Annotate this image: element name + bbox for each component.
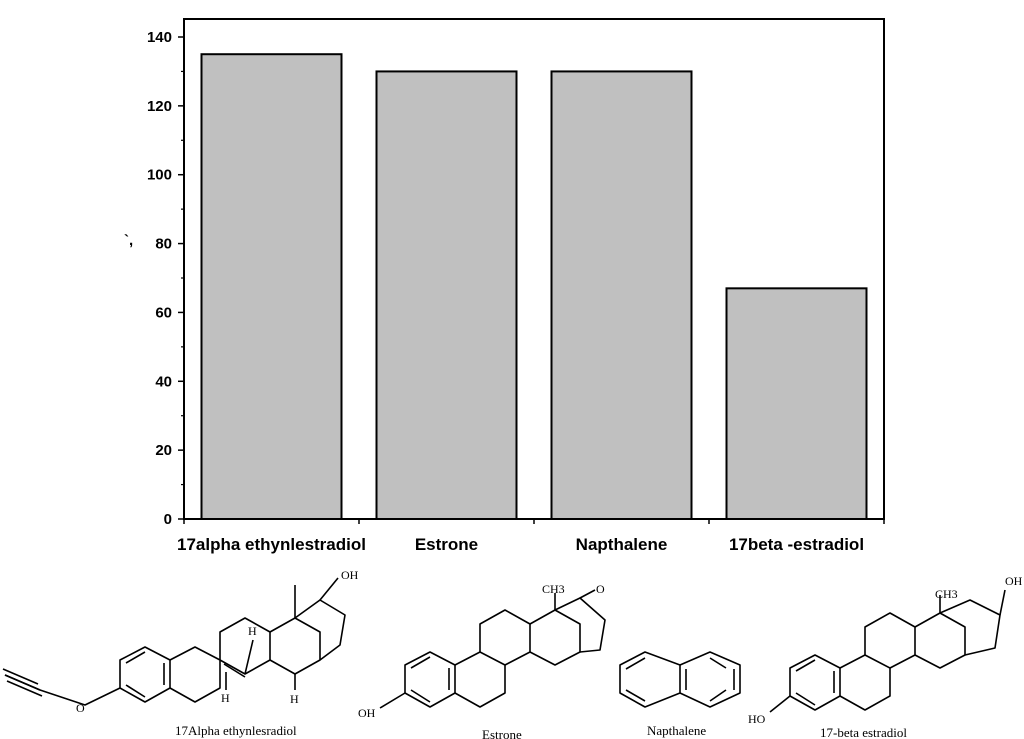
bar-2 xyxy=(550,70,693,521)
y-tick-label: 100 xyxy=(147,167,172,184)
atom-label: CH3 xyxy=(542,582,565,596)
y-tick-label: 40 xyxy=(155,373,172,390)
y-tick-label: 20 xyxy=(155,442,172,459)
atom-label: O xyxy=(76,701,85,715)
x-category-label: Napthalene xyxy=(576,535,668,554)
atom-label: H xyxy=(248,624,257,638)
y-tick-label: 0 xyxy=(164,511,172,528)
y-axis-label: `, xyxy=(124,232,133,249)
y-axis: 0 20 40 60 80 100 120 140 xyxy=(147,29,184,528)
atom-label: OH xyxy=(358,706,376,720)
y-tick-label: 140 xyxy=(147,29,172,46)
molecule-name: Napthalene xyxy=(647,723,706,738)
molecule-estradiol: OH CH3 HO 17-beta estradiol xyxy=(748,574,1023,739)
y-tick-label: 80 xyxy=(155,236,172,253)
molecule-estrone: CH3 O OH Estrone xyxy=(358,582,606,739)
molecule-name: Estrone xyxy=(482,727,522,739)
y-tick-label: 120 xyxy=(147,98,172,115)
bars xyxy=(200,53,868,521)
atom-label: CH3 xyxy=(935,587,958,601)
atom-label: O xyxy=(596,582,605,596)
atom-label: OH xyxy=(1005,574,1023,588)
bar-3 xyxy=(725,287,868,521)
atom-label: OH xyxy=(341,568,359,582)
x-category-label: 17beta -estradiol xyxy=(729,535,864,554)
x-axis: 17alpha ethynlestradiol Estrone Napthalene… xyxy=(177,519,885,554)
bar-0 xyxy=(200,53,343,520)
atom-label: H xyxy=(290,692,299,706)
y-tick-label: 60 xyxy=(155,304,172,321)
x-category-label: 17alpha ethynlestradiol xyxy=(177,535,366,554)
bar-chart: 0 20 40 60 80 100 120 140 17alpha ethynlestradi… xyxy=(124,18,885,554)
molecule-name: 17-beta estradiol xyxy=(820,725,907,739)
molecule-ethynylestradiol: OH H H H O 17Alpha ethynlesradiol xyxy=(2,568,359,738)
molecule-structures: OH H H H O 17Alpha ethynlesradiol CH3 O … xyxy=(2,568,1023,739)
bar-1 xyxy=(375,70,518,521)
molecule-name: 17Alpha ethynlesradiol xyxy=(175,723,297,738)
x-category-label: Estrone xyxy=(415,535,478,554)
atom-label: HO xyxy=(748,712,766,726)
atom-label: H xyxy=(221,691,230,705)
molecule-naphthalene: Napthalene xyxy=(619,651,741,738)
